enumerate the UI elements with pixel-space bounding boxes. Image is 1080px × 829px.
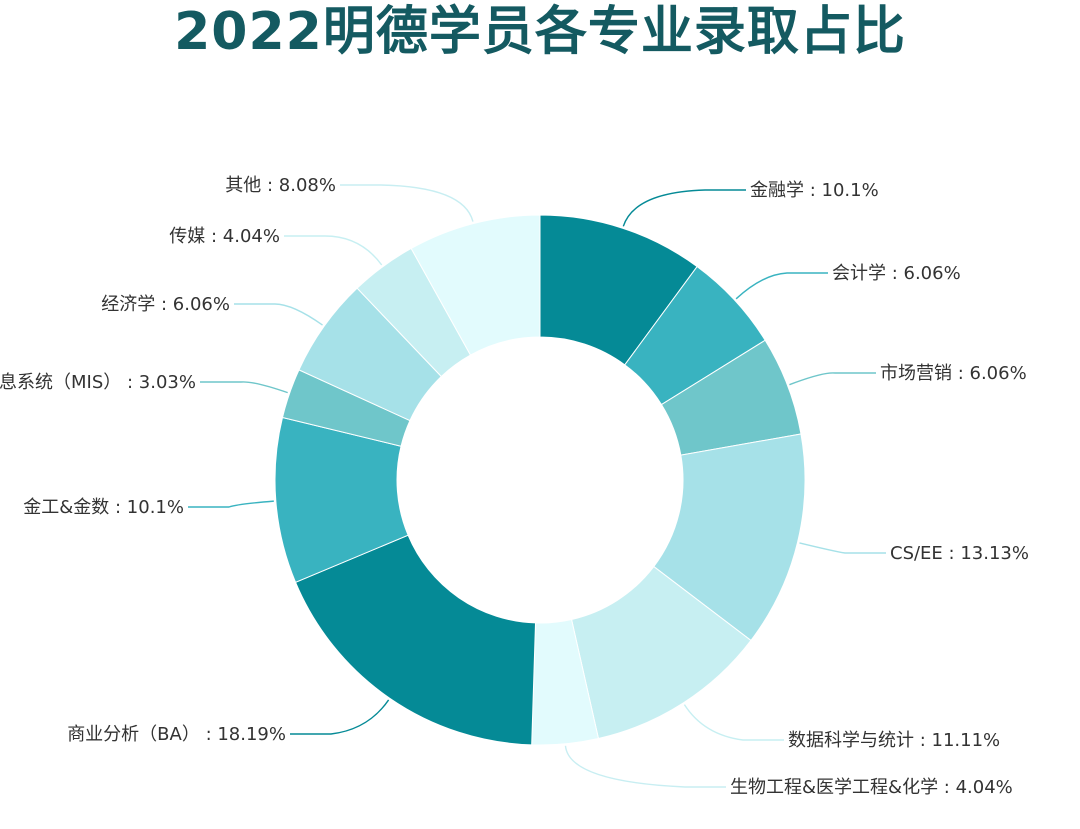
slice-label-12: 其他 : 8.08% bbox=[225, 175, 336, 196]
slice-4[interactable] bbox=[653, 433, 806, 642]
leader-line-7 bbox=[290, 699, 390, 735]
slice-label-10: 经济学 : 6.06% bbox=[101, 294, 230, 315]
leader-line-3 bbox=[789, 372, 876, 386]
slice-label-9: 信息系统（MIS） : 3.03% bbox=[0, 372, 196, 393]
slice-label-1: 金融学 : 10.1% bbox=[750, 180, 879, 201]
slice-label-4: CS/EE : 13.13% bbox=[890, 543, 1029, 564]
leader-line-8 bbox=[188, 500, 274, 508]
slice-label-11: 传媒 : 4.04% bbox=[169, 226, 280, 247]
chart-title: 2022明德学员各专业录取占比 bbox=[174, 2, 906, 62]
slice-label-3: 市场营销 : 6.06% bbox=[880, 363, 1027, 384]
leader-line-12 bbox=[340, 184, 474, 222]
leader-line-6 bbox=[564, 745, 726, 788]
slice-label-2: 会计学 : 6.06% bbox=[832, 263, 961, 284]
labels-layer: 金融学 : 10.1% 会计学 : 6.06% 市场营销 : 6.06% CS/EE … bbox=[0, 175, 1029, 798]
slice-12[interactable] bbox=[410, 214, 541, 356]
leader-line-5 bbox=[683, 704, 784, 741]
leader-line-10 bbox=[234, 303, 323, 326]
slices-layer bbox=[274, 214, 806, 746]
leader-line-2 bbox=[735, 272, 828, 300]
leader-line-1 bbox=[622, 189, 746, 227]
leader-line-9 bbox=[200, 381, 288, 394]
leader-line-11 bbox=[284, 235, 383, 266]
slice-label-6: 生物工程&医学工程&化学 : 4.04% bbox=[730, 777, 1013, 798]
slice-label-7: 商业分析（BA） : 18.19% bbox=[67, 724, 286, 745]
leader-lines-layer bbox=[188, 184, 886, 788]
slice-label-5: 数据科学与统计 : 11.11% bbox=[788, 730, 1000, 751]
leader-line-4 bbox=[799, 542, 886, 554]
slice-label-8: 金工&金数 : 10.1% bbox=[23, 497, 184, 518]
slice-7[interactable] bbox=[294, 534, 537, 746]
